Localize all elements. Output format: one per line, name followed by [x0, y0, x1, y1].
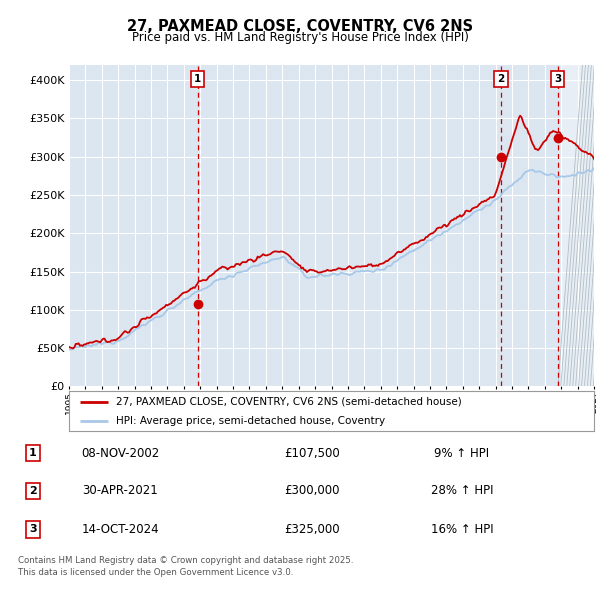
Text: 27, PAXMEAD CLOSE, COVENTRY, CV6 2NS: 27, PAXMEAD CLOSE, COVENTRY, CV6 2NS [127, 19, 473, 34]
Text: 28% ↑ HPI: 28% ↑ HPI [431, 484, 493, 497]
Text: 3: 3 [554, 74, 561, 84]
Text: Contains HM Land Registry data © Crown copyright and database right 2025.
This d: Contains HM Land Registry data © Crown c… [18, 556, 353, 577]
Text: 1: 1 [29, 448, 37, 458]
Text: 30-APR-2021: 30-APR-2021 [82, 484, 158, 497]
Text: 27, PAXMEAD CLOSE, COVENTRY, CV6 2NS (semi-detached house): 27, PAXMEAD CLOSE, COVENTRY, CV6 2NS (se… [116, 397, 462, 407]
Text: 16% ↑ HPI: 16% ↑ HPI [431, 523, 493, 536]
Text: 1: 1 [194, 74, 202, 84]
Text: 9% ↑ HPI: 9% ↑ HPI [434, 447, 490, 460]
Text: 14-OCT-2024: 14-OCT-2024 [81, 523, 159, 536]
Text: 2: 2 [497, 74, 505, 84]
Text: 08-NOV-2002: 08-NOV-2002 [81, 447, 159, 460]
Text: £107,500: £107,500 [284, 447, 340, 460]
Text: 2: 2 [29, 486, 37, 496]
Text: Price paid vs. HM Land Registry's House Price Index (HPI): Price paid vs. HM Land Registry's House … [131, 31, 469, 44]
Text: £300,000: £300,000 [284, 484, 340, 497]
Text: £325,000: £325,000 [284, 523, 340, 536]
Text: 3: 3 [29, 525, 37, 534]
Text: HPI: Average price, semi-detached house, Coventry: HPI: Average price, semi-detached house,… [116, 416, 385, 425]
